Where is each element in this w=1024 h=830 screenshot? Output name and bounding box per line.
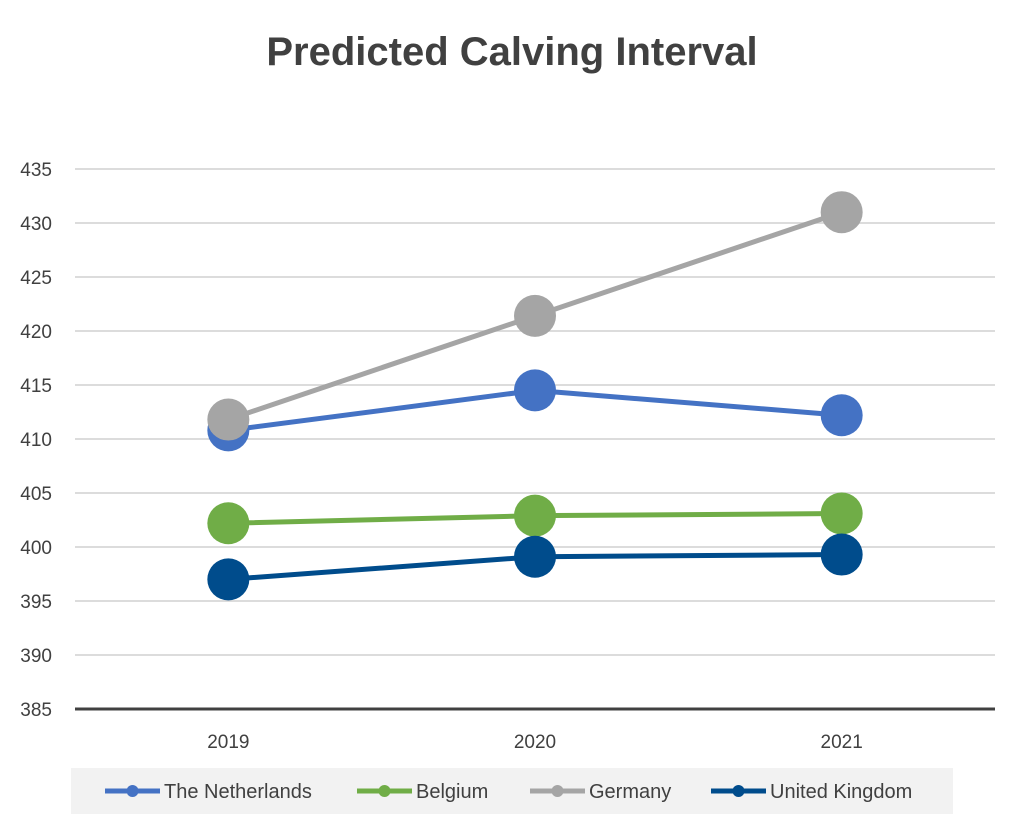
y-tick-label: 430 [20, 214, 52, 235]
data-point [514, 535, 556, 578]
chart-title: Predicted Calving Interval [266, 30, 757, 74]
y-tick-label: 435 [20, 160, 52, 181]
legend-background [71, 768, 953, 814]
y-tick-label: 390 [20, 646, 52, 667]
legend-marker [378, 785, 391, 797]
data-point [820, 492, 863, 535]
y-tick-label: 410 [20, 430, 52, 451]
y-tick-label: 405 [20, 484, 52, 505]
legend-label: Belgium [416, 781, 488, 803]
data-point [207, 558, 250, 601]
y-tick-label: 425 [20, 268, 52, 289]
legend-marker [126, 785, 139, 797]
series-points [207, 191, 863, 601]
data-point [207, 502, 250, 545]
data-point [514, 294, 556, 337]
legend-label: Germany [589, 781, 671, 803]
data-point [820, 191, 863, 234]
x-tick-label: 2020 [514, 732, 556, 753]
legend: The Netherlands Belgium Germany United King… [105, 781, 912, 803]
y-tick-label: 415 [20, 376, 52, 397]
data-point [820, 394, 863, 437]
data-point [514, 369, 556, 412]
legend-marker [551, 785, 564, 797]
legend-marker [732, 785, 745, 797]
y-axis: 385 390 395 400 405 410 415 420 425 430 435 [20, 160, 995, 721]
y-tick-label: 395 [20, 592, 52, 613]
data-point [514, 494, 556, 537]
data-point [820, 533, 863, 576]
y-tick-label: 420 [20, 322, 52, 343]
x-tick-label: 2019 [207, 732, 249, 753]
legend-label: The Netherlands [164, 781, 312, 803]
y-tick-label: 385 [20, 700, 52, 721]
x-tick-label: 2021 [821, 732, 863, 753]
y-tick-label: 400 [20, 538, 52, 559]
x-axis: 2019 2020 2021 [207, 732, 863, 753]
data-point [207, 398, 250, 441]
legend-label: United Kingdom [770, 781, 912, 803]
